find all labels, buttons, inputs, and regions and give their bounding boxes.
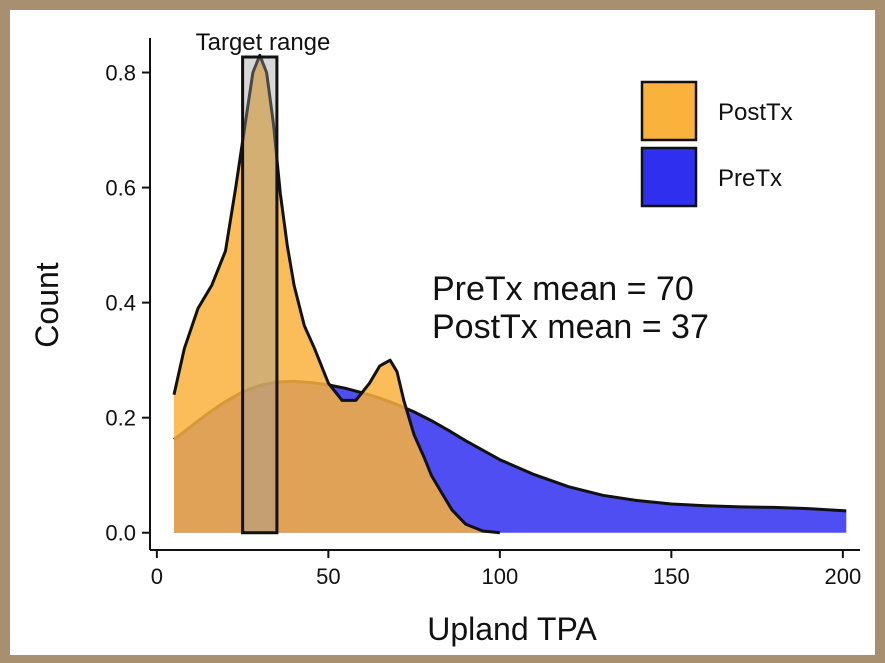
- annotation-pretx-mean: PreTx mean = 70: [432, 270, 694, 308]
- legend: PostTx PreTx: [640, 80, 793, 208]
- y-tick-label: 0.0: [105, 521, 136, 546]
- chart-frame: 0 50 100 150 200 0.0 0.2 0.4 0.6 0.8 Target range…: [10, 10, 875, 655]
- area-posttx: [174, 55, 500, 533]
- legend-swatch-posttx: [640, 80, 698, 142]
- target-range-rect: [241, 55, 279, 535]
- density-chart: 0 50 100 150 200 0.0 0.2 0.4 0.6 0.8 Target range…: [29, 29, 861, 647]
- ticks: 0 50 100 150 200 0.0 0.2 0.4 0.6 0.8: [105, 61, 861, 589]
- line-posttx: [172, 53, 501, 535]
- x-tick-label: 0: [151, 564, 163, 589]
- axes: [149, 38, 860, 551]
- target-range-label: Target range: [196, 29, 331, 56]
- y-tick-label: 0.2: [105, 406, 136, 431]
- legend-label-pretx: PreTx: [718, 165, 782, 192]
- x-axis-title: Upland TPA: [427, 611, 597, 647]
- y-tick-label: 0.6: [105, 176, 136, 201]
- y-axis-title: Count: [29, 262, 65, 348]
- plot-areas: [172, 53, 847, 535]
- x-tick-label: 50: [316, 564, 340, 589]
- legend-swatch-pretx: [640, 146, 698, 208]
- y-tick-label: 0.4: [105, 291, 136, 316]
- x-tick-label: 100: [481, 564, 518, 589]
- x-tick-label: 150: [653, 564, 690, 589]
- annotation-posttx-mean: PostTx mean = 37: [432, 308, 709, 346]
- y-tick-label: 0.8: [105, 61, 136, 86]
- x-tick-label: 200: [824, 564, 861, 589]
- target-range-box: [241, 55, 279, 535]
- legend-label-posttx: PostTx: [718, 99, 793, 126]
